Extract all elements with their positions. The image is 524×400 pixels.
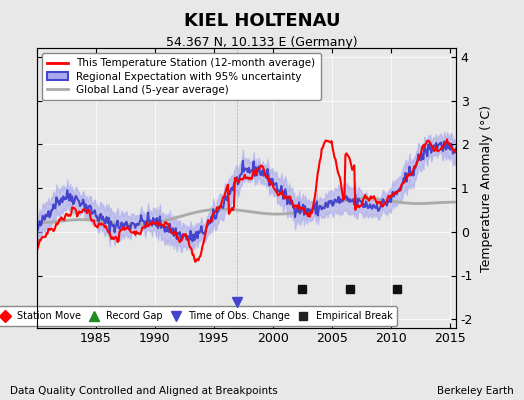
Text: Data Quality Controlled and Aligned at Breakpoints: Data Quality Controlled and Aligned at B… bbox=[10, 386, 278, 396]
Y-axis label: Temperature Anomaly (°C): Temperature Anomaly (°C) bbox=[480, 104, 493, 272]
Legend: Station Move, Record Gap, Time of Obs. Change, Empirical Break: Station Move, Record Gap, Time of Obs. C… bbox=[0, 306, 397, 326]
Text: 54.367 N, 10.133 E (Germany): 54.367 N, 10.133 E (Germany) bbox=[166, 36, 358, 49]
Text: Berkeley Earth: Berkeley Earth bbox=[437, 386, 514, 396]
Text: KIEL HOLTENAU: KIEL HOLTENAU bbox=[184, 12, 340, 30]
